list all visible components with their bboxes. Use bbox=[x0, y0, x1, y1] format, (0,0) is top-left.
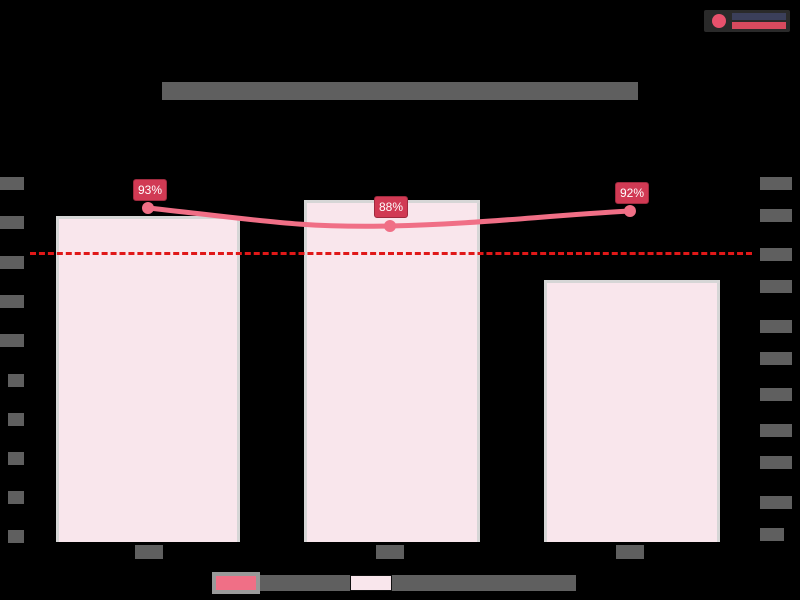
logo-icon bbox=[712, 14, 726, 28]
x-label-3 bbox=[616, 545, 644, 559]
chart-title bbox=[162, 82, 638, 100]
legend bbox=[212, 572, 576, 594]
bar-1 bbox=[56, 216, 240, 542]
reference-line bbox=[30, 252, 752, 255]
data-label-1: 93% bbox=[133, 179, 168, 201]
data-label-2: 88% bbox=[374, 196, 409, 218]
brand-logo bbox=[704, 10, 790, 32]
legend-swatch-bar bbox=[350, 575, 392, 591]
x-label-1 bbox=[135, 545, 163, 559]
bar-3 bbox=[544, 280, 720, 542]
data-label-3: 92% bbox=[615, 182, 650, 204]
x-label-2 bbox=[376, 545, 404, 559]
legend-swatch-line bbox=[212, 572, 260, 594]
bar-2 bbox=[304, 200, 480, 542]
